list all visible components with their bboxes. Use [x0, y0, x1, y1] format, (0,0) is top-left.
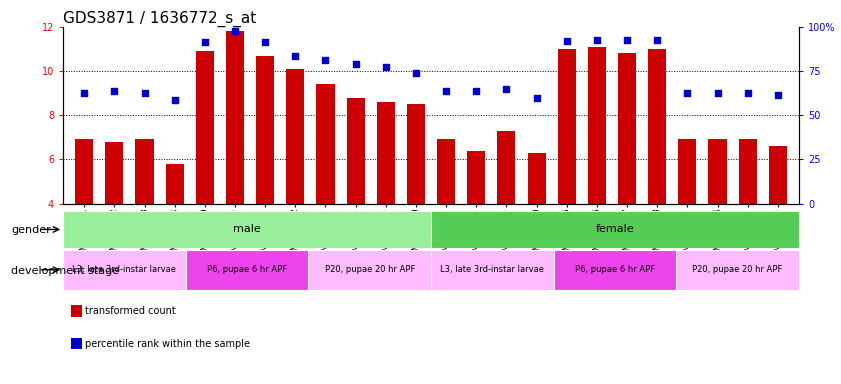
- Point: [621, 37, 634, 43]
- Point: [410, 70, 423, 76]
- Text: L3, late 3rd-instar larvae: L3, late 3rd-instar larvae: [72, 265, 177, 274]
- Bar: [497, 131, 516, 204]
- Point: [741, 90, 754, 96]
- Text: percentile rank within the sample: percentile rank within the sample: [85, 339, 250, 349]
- Bar: [553, 250, 676, 290]
- Point: [379, 64, 393, 70]
- Text: development stage: development stage: [11, 266, 119, 276]
- Bar: [738, 139, 757, 204]
- Bar: [309, 250, 431, 290]
- Bar: [648, 49, 666, 204]
- Bar: [708, 139, 727, 204]
- Point: [500, 86, 513, 92]
- Text: P6, pupae 6 hr APF: P6, pupae 6 hr APF: [575, 265, 655, 274]
- Bar: [63, 250, 186, 290]
- Point: [439, 88, 452, 94]
- Point: [590, 37, 604, 43]
- Bar: [676, 250, 799, 290]
- Bar: [196, 51, 214, 204]
- Bar: [316, 84, 335, 204]
- Text: P6, pupae 6 hr APF: P6, pupae 6 hr APF: [207, 265, 287, 274]
- Bar: [468, 151, 485, 204]
- Bar: [431, 211, 799, 248]
- Point: [108, 88, 121, 94]
- Text: male: male: [233, 224, 261, 235]
- Bar: [769, 146, 787, 204]
- Point: [77, 90, 91, 96]
- Text: transformed count: transformed count: [85, 306, 176, 316]
- Bar: [431, 250, 553, 290]
- Bar: [679, 139, 696, 204]
- Text: L3, late 3rd-instar larvae: L3, late 3rd-instar larvae: [441, 265, 544, 274]
- Bar: [105, 142, 124, 204]
- Bar: [346, 98, 365, 204]
- Text: P20, pupae 20 hr APF: P20, pupae 20 hr APF: [692, 265, 783, 274]
- Point: [258, 39, 272, 45]
- Point: [288, 53, 302, 59]
- Point: [198, 39, 212, 45]
- Bar: [63, 211, 431, 248]
- Point: [650, 37, 664, 43]
- Bar: [377, 102, 394, 204]
- Text: P20, pupae 20 hr APF: P20, pupae 20 hr APF: [325, 265, 415, 274]
- Bar: [407, 104, 425, 204]
- Bar: [75, 139, 93, 204]
- Point: [349, 61, 362, 68]
- Bar: [558, 49, 576, 204]
- Bar: [186, 250, 309, 290]
- Point: [469, 88, 483, 94]
- Bar: [135, 139, 154, 204]
- Bar: [618, 53, 636, 204]
- Bar: [286, 69, 304, 204]
- Text: female: female: [595, 224, 634, 235]
- Point: [228, 28, 241, 35]
- Bar: [257, 56, 274, 204]
- Point: [560, 38, 574, 44]
- Point: [771, 92, 785, 98]
- Bar: [527, 153, 546, 204]
- Point: [711, 90, 724, 96]
- Text: GDS3871 / 1636772_s_at: GDS3871 / 1636772_s_at: [63, 11, 257, 27]
- Point: [680, 90, 694, 96]
- Bar: [166, 164, 183, 204]
- Point: [138, 90, 151, 96]
- Point: [319, 57, 332, 63]
- Text: gender: gender: [11, 225, 50, 235]
- Bar: [437, 139, 455, 204]
- Bar: [588, 47, 606, 204]
- Bar: [226, 31, 244, 204]
- Point: [530, 94, 543, 101]
- Point: [168, 97, 182, 103]
